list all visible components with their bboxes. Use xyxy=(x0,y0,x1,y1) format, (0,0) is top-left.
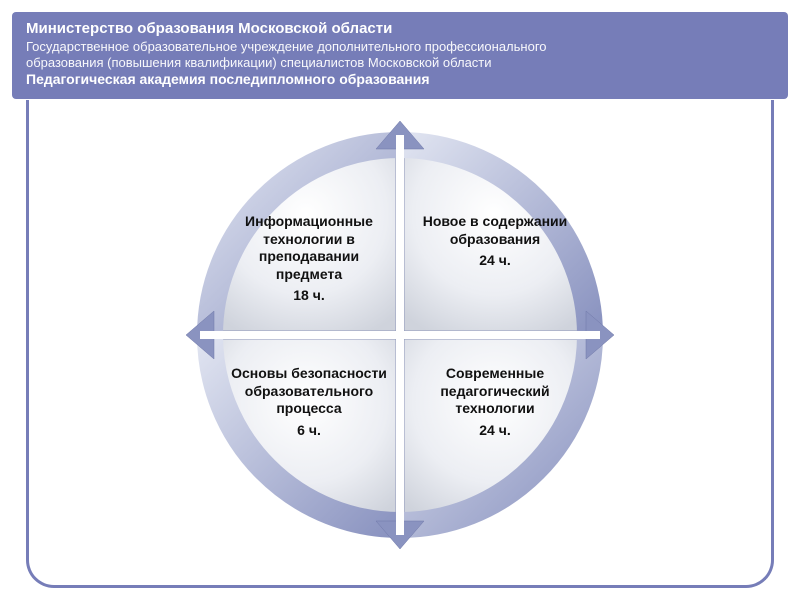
quad-bl-title: Основы безопасности образовательного про… xyxy=(231,365,387,416)
quad-br-hours: 24 ч. xyxy=(410,422,580,440)
quad-tl-hours: 18 ч. xyxy=(224,287,394,305)
header-line-3: образования (повышения квалификации) спе… xyxy=(26,55,774,71)
cycle-svg xyxy=(200,135,600,535)
quad-label-tr: Новое в содержании образования 24 ч. xyxy=(410,213,580,270)
quad-tr-title: Новое в содержании образования xyxy=(423,213,568,247)
header-line-2: Государственное образовательное учрежден… xyxy=(26,39,774,55)
quad-label-bl: Основы безопасности образовательного про… xyxy=(224,365,394,439)
quad-tr-hours: 24 ч. xyxy=(410,252,580,270)
header-line-4: Педагогическая академия последипломного … xyxy=(26,71,774,89)
quad-br-title: Современные педагогический технологии xyxy=(440,365,549,416)
quad-label-tl: Информационные технологии в преподавании… xyxy=(224,213,394,305)
quad-bl-hours: 6 ч. xyxy=(224,422,394,440)
quad-tl-title: Информационные технологии в преподавании… xyxy=(245,213,373,282)
header-banner: Министерство образования Московской обла… xyxy=(12,12,788,99)
header-line-1: Министерство образования Московской обла… xyxy=(26,20,774,39)
cycle-diagram: Информационные технологии в преподавании… xyxy=(200,135,600,535)
quad-label-br: Современные педагогический технологии 24… xyxy=(410,365,580,439)
